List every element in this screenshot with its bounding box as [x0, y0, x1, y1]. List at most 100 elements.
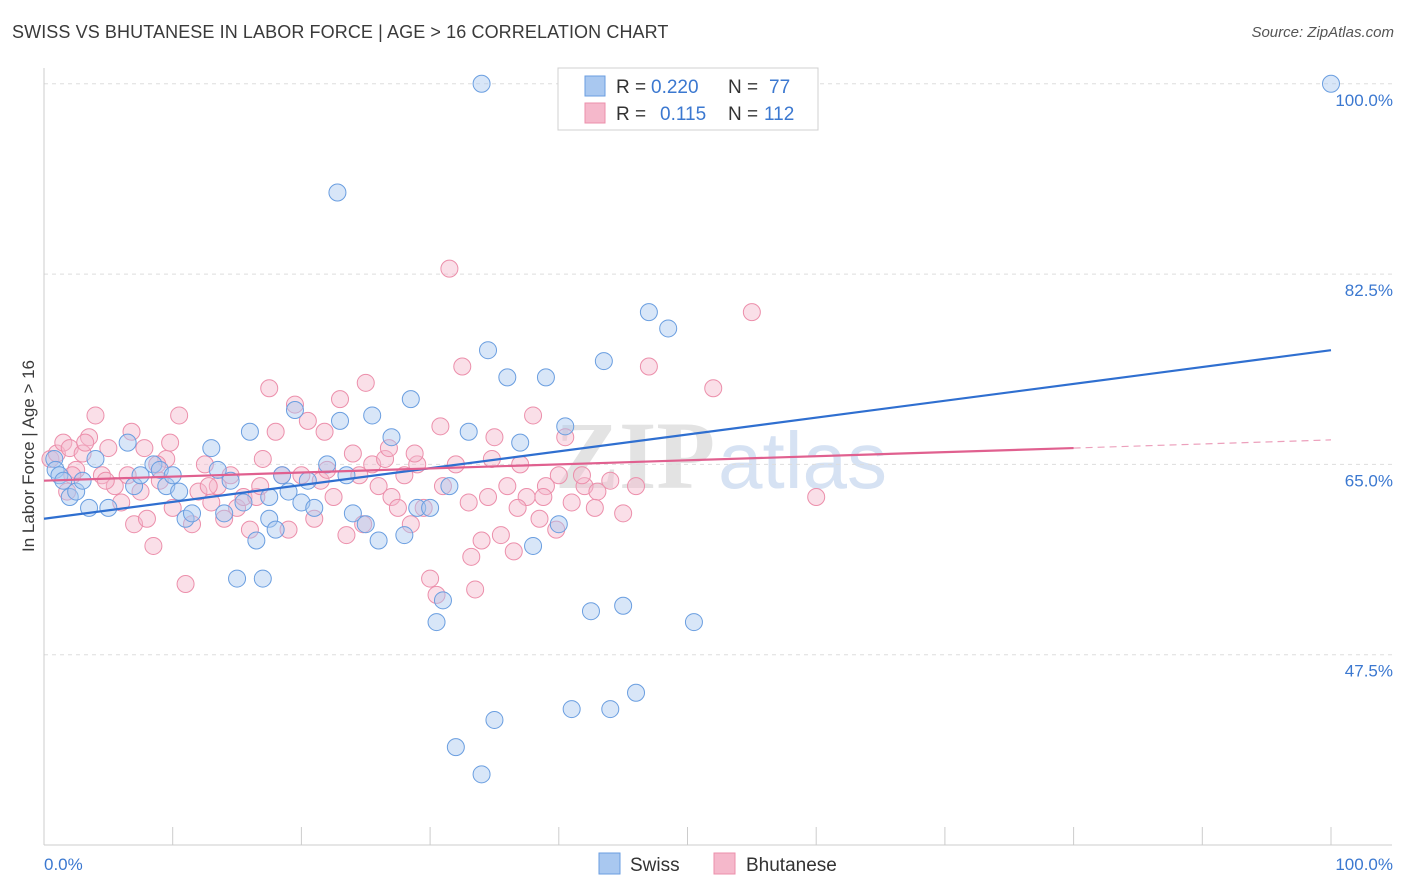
swiss-point [86, 449, 105, 468]
swiss-point [479, 341, 498, 360]
bhutanese-point [253, 449, 272, 468]
bhutanese-point [382, 488, 401, 506]
bhutanese-point [433, 477, 452, 496]
bhutanese-point [485, 428, 504, 447]
legend-n-label-bhutanese: N = [728, 104, 758, 125]
legend-n-label-swiss: N = [728, 77, 758, 98]
bhutanese-point [144, 536, 163, 555]
swiss-point [485, 710, 504, 729]
bhutanese-point [215, 509, 234, 528]
legend-n-value-swiss: 77 [769, 77, 790, 98]
legend-swatch-bhutanese [584, 102, 606, 124]
swiss-point [594, 352, 613, 371]
swiss-point [627, 683, 646, 702]
bhutanese-point [266, 422, 285, 441]
bottom-legend-label-swiss: Swiss [630, 855, 680, 876]
bhutanese-point [76, 433, 95, 452]
bhutanese-point [742, 303, 761, 322]
legend: R = 0.220 N = 77 R = 0.115 N = 112 [557, 67, 819, 131]
x-tick-label: 100.0% [1335, 855, 1393, 874]
swiss-point [234, 493, 253, 512]
bhutanese-point [118, 466, 137, 485]
swiss-point [343, 504, 362, 523]
swiss-point [601, 700, 620, 719]
swiss-point [1322, 74, 1340, 93]
bhutanese-trend-extension [1073, 439, 1332, 449]
bhutanese-point [369, 477, 388, 496]
bhutanese-point [99, 439, 118, 458]
swiss-point [472, 765, 491, 784]
bhutanese-point [161, 433, 180, 452]
swiss-point [459, 422, 478, 441]
swiss-point [163, 466, 182, 485]
bhutanese-trend-line [43, 446, 1074, 482]
swiss-point [266, 520, 285, 539]
bhutanese-point [176, 575, 195, 593]
swiss-point [331, 411, 350, 430]
swiss-point [408, 498, 427, 517]
swiss-point [228, 569, 247, 588]
bhutanese-point [298, 411, 317, 430]
swiss-point [562, 700, 581, 719]
y-axis-label: In Labor Force | Age > 16 [19, 360, 38, 552]
bhutanese-point [627, 477, 646, 496]
swiss-point [446, 738, 465, 757]
bhutanese-point [279, 520, 298, 539]
source-credit: Source: ZipAtlas.com [1251, 24, 1394, 41]
bhutanese-point [491, 526, 510, 545]
bhutanese-point [376, 449, 395, 468]
legend-r-value-swiss: 0.220 [651, 77, 699, 98]
bhutanese-point [479, 488, 498, 506]
bhutanese-point [337, 526, 356, 545]
bhutanese-point [318, 460, 337, 479]
swiss-point [524, 536, 543, 555]
swiss-point [305, 498, 324, 517]
bhutanese-point [285, 395, 304, 414]
swiss-point [253, 569, 272, 588]
swiss-point [395, 526, 414, 545]
bhutanese-point [498, 477, 517, 496]
bhutanese-point [135, 439, 154, 458]
bottom-legend-label-bhutanese: Bhutanese [746, 855, 837, 876]
legend-swatch-swiss [584, 75, 606, 97]
swiss-point [614, 596, 633, 615]
swiss-point [215, 504, 234, 523]
swiss-point [183, 504, 202, 523]
bhutanese-point [614, 504, 633, 523]
swiss-point [328, 183, 347, 202]
swiss-point [472, 74, 491, 93]
bottom-legend-swatch-swiss [598, 852, 621, 875]
bhutanese-point [405, 444, 424, 463]
swiss-point [556, 417, 575, 436]
swiss-point [639, 303, 658, 322]
bhutanese-point [122, 422, 141, 441]
swiss-point [260, 509, 279, 528]
bhutanese-point [504, 542, 523, 561]
swiss-point [363, 406, 382, 425]
bhutanese-point [315, 422, 334, 441]
bhutanese-point [556, 428, 575, 447]
bhutanese-point [440, 259, 459, 278]
bhutanese-point [536, 477, 555, 496]
y-tick-label: 82.5% [1345, 281, 1393, 300]
bhutanese-point [549, 466, 568, 485]
bhutanese-point [704, 379, 723, 398]
swiss-point [549, 515, 568, 534]
bhutanese-point [585, 498, 604, 517]
bhutanese-point [639, 357, 658, 376]
swiss-point [369, 531, 388, 550]
bhutanese-point [356, 373, 375, 392]
bhutanese-point [807, 488, 826, 506]
swiss-point [659, 319, 678, 338]
bhutanese-point [163, 498, 182, 517]
bhutanese-point [562, 493, 581, 512]
bhutanese-point [601, 471, 620, 490]
legend-n-value-bhutanese: 112 [764, 104, 794, 125]
bhutanese-point [388, 498, 407, 517]
swiss-point [356, 515, 375, 534]
swiss-point [118, 433, 137, 452]
swiss-point [401, 390, 420, 409]
swiss-point [99, 498, 118, 517]
bhutanese-point [189, 482, 208, 501]
y-tick-label: 65.0% [1345, 471, 1393, 490]
